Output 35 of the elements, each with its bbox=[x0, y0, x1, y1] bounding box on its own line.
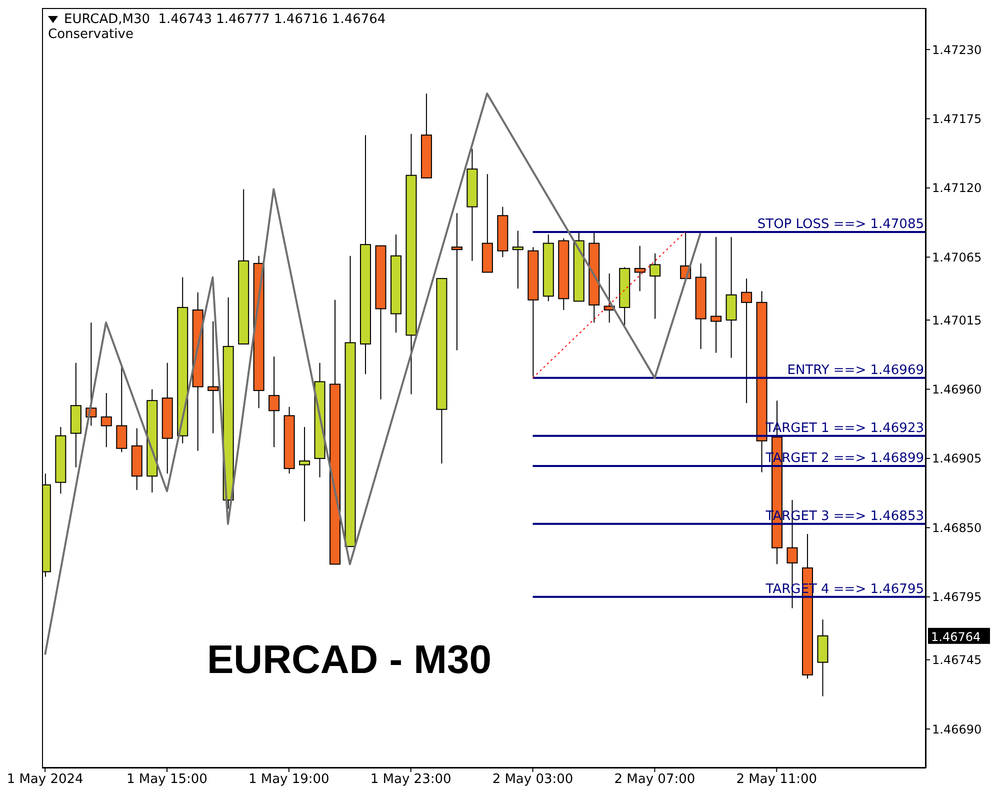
text: Conservative bbox=[48, 27, 134, 42]
x-tick-label: 1 May 23:00 bbox=[370, 772, 452, 788]
x-tick-label: 2 May 07:00 bbox=[614, 772, 696, 788]
ref-line-label: STOP LOSS ==> 1.47085 bbox=[757, 216, 924, 232]
x-tick-label: 1 May 15:00 bbox=[126, 772, 208, 788]
y-tick-label: 1.46745 bbox=[932, 653, 982, 668]
y-tick-label: 1.47120 bbox=[932, 181, 982, 196]
x-tick-label: 2 May 03:00 bbox=[492, 772, 574, 788]
x-tick-label: 1 May 19:00 bbox=[248, 772, 330, 788]
text: 1.46764 bbox=[931, 630, 981, 644]
y-tick-label: 1.46795 bbox=[932, 590, 982, 604]
y-tick-label: 1.46850 bbox=[932, 520, 982, 535]
x-tick-label: 2 May 11:00 bbox=[736, 772, 818, 788]
candlestick bbox=[299, 426, 310, 522]
candlestick bbox=[512, 230, 524, 290]
candlestick bbox=[208, 320, 219, 434]
candlestick bbox=[100, 392, 112, 448]
chart-title: EURCAD,M30 1.46743 1.46777 1.46716 1.46764 bbox=[64, 12, 386, 27]
x-tick-label: 1 May 2024 bbox=[6, 772, 84, 788]
candlestick bbox=[451, 212, 462, 351]
y-tick-label: 1.47230 bbox=[932, 42, 982, 57]
candlestick bbox=[116, 366, 128, 453]
ref-line-label: ENTRY ==> 1.46969 bbox=[787, 362, 924, 378]
candlestick bbox=[650, 252, 661, 320]
candlestick bbox=[634, 245, 646, 292]
annotation: EURCAD - M30 bbox=[207, 638, 492, 683]
y-tick-label: 1.46960 bbox=[932, 382, 982, 397]
y-tick-label: 1.47175 bbox=[932, 112, 982, 126]
y-tick-label: 1.47065 bbox=[932, 250, 982, 264]
y-tick-label: 1.46905 bbox=[932, 452, 982, 466]
y-tick-label: 1.47015 bbox=[932, 313, 982, 328]
candlestick bbox=[268, 356, 280, 448]
y-tick-label: 1.46690 bbox=[932, 722, 982, 736]
candlestick bbox=[741, 278, 752, 404]
candlestick bbox=[710, 236, 722, 354]
